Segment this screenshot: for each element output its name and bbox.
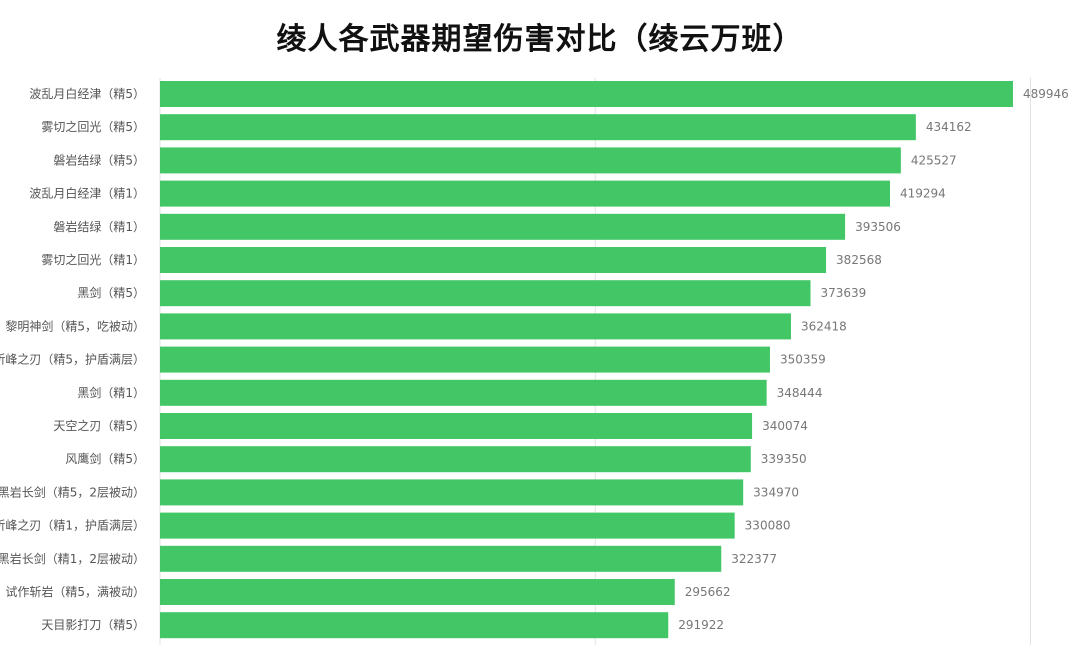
category-label-1: 雾切之回光（精5） <box>41 120 145 134</box>
category-label-11: 风鹰剑（精5） <box>65 451 145 466</box>
category-label-16: 天目影打刀（精5） <box>41 618 145 632</box>
category-label-2: 磐岩结绿（精5） <box>53 152 145 167</box>
category-label-14: 黑岩长剑（精1，2层被动） <box>0 551 145 566</box>
chart-title: 绫人各武器期望伤害对比（绫云万班） <box>276 22 804 57</box>
bar-0 <box>160 81 1013 107</box>
value-label-1: 434162 <box>926 120 972 134</box>
category-label-12: 黑岩长剑（精5，2层被动） <box>0 484 145 499</box>
bar-3 <box>160 180 890 207</box>
bar-8 <box>160 346 770 373</box>
value-label-4: 393506 <box>855 220 901 234</box>
value-label-16: 291922 <box>678 618 724 632</box>
bar-10 <box>160 413 753 439</box>
category-label-13: 斫峰之刃（精1，护盾满层） <box>0 519 145 533</box>
bar-1 <box>160 114 916 141</box>
category-label-4: 磐岩结绿（精1） <box>53 219 145 234</box>
category-label-15: 试作斩岩（精5，满被动） <box>5 584 145 599</box>
category-label-0: 波乱月白经津（精5） <box>29 86 145 101</box>
bar-12 <box>160 479 744 506</box>
bars <box>160 81 1013 639</box>
bar-2 <box>160 147 901 174</box>
bar-14 <box>160 545 722 572</box>
bar-6 <box>160 280 811 307</box>
value-label-10: 340074 <box>762 419 808 433</box>
value-label-11: 339350 <box>761 452 807 466</box>
value-label-15: 295662 <box>685 585 731 599</box>
value-label-7: 362418 <box>801 319 847 333</box>
category-label-3: 波乱月白经津（精1） <box>29 186 145 201</box>
category-label-6: 黑剑（精5） <box>77 285 145 300</box>
bar-11 <box>160 446 751 473</box>
category-label-10: 天空之刃（精5） <box>53 419 145 433</box>
value-label-8: 350359 <box>780 353 826 367</box>
category-label-8: 斫峰之刃（精5，护盾满层） <box>0 353 145 367</box>
category-label-9: 黑剑（精1） <box>77 385 145 400</box>
value-label-2: 425527 <box>911 153 957 167</box>
bar-9 <box>160 379 767 406</box>
category-labels: 波乱月白经津（精5） 雾切之回光（精5） 磐岩结绿（精5） 波乱月白经津（精1） 磐岩结… <box>0 86 145 632</box>
value-label-9: 348444 <box>777 386 823 400</box>
value-label-13: 330080 <box>745 519 791 533</box>
category-label-5: 雾切之回光（精1） <box>41 253 145 267</box>
category-label-7: 黎明神剑（精5，吃被动） <box>5 318 145 333</box>
value-labels: 489946 434162 425527 419294 393506 382568 3736… <box>678 87 1069 632</box>
bar-16 <box>160 612 669 639</box>
value-label-0: 489946 <box>1023 87 1069 101</box>
value-label-6: 373639 <box>821 286 867 300</box>
bar-13 <box>160 512 735 539</box>
bar-5 <box>160 247 827 273</box>
value-label-12: 334970 <box>753 485 799 499</box>
bar-15 <box>160 579 675 605</box>
value-label-3: 419294 <box>900 187 946 201</box>
value-label-14: 322377 <box>731 552 777 566</box>
value-label-5: 382568 <box>836 253 882 267</box>
bar-7 <box>160 313 791 340</box>
bar-4 <box>160 213 846 240</box>
